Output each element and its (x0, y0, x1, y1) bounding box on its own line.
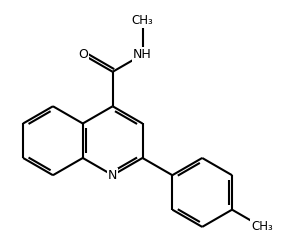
Text: O: O (78, 48, 88, 61)
Text: NH: NH (133, 48, 152, 61)
Text: CH₃: CH₃ (251, 220, 273, 233)
Text: N: N (108, 169, 117, 182)
Text: CH₃: CH₃ (132, 14, 153, 27)
